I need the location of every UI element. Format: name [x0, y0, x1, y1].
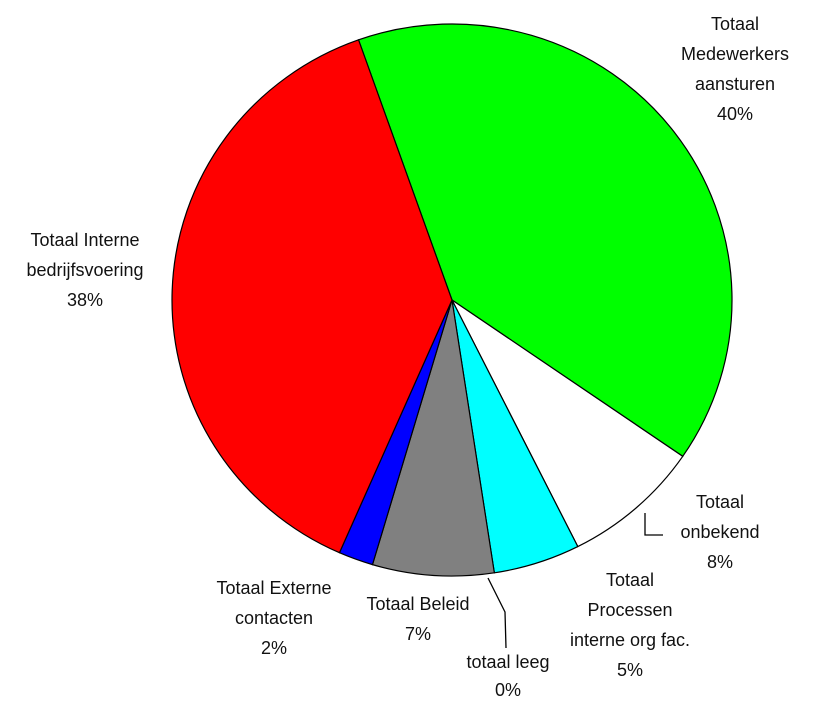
slice-label-line: Medewerkers	[681, 44, 789, 64]
slice-label-line: 5%	[617, 660, 643, 680]
leader-line-totaal-onbekend	[644, 513, 663, 536]
slice-label-line: 38%	[67, 290, 103, 310]
slice-label-totaal-interne-bedrijfsvoering: Totaal Interne bedrijfsvoering 38%	[26, 230, 143, 310]
slice-label-totaal-medewerkers-aansturen: Totaal Medewerkers aansturen 40%	[681, 14, 789, 124]
slice-label-line: Totaal	[606, 570, 654, 590]
slice-label-line: Processen	[587, 600, 672, 620]
slice-label-line: Totaal Interne	[30, 230, 139, 250]
leader-lines	[487, 513, 663, 649]
slice-label-line: 7%	[405, 624, 431, 644]
slice-label-line: Totaal Externe	[216, 578, 331, 598]
slice-labels: Totaal Medewerkers aansturen 40% Totaal onbek…	[26, 14, 789, 700]
slice-label-line: contacten	[235, 608, 313, 628]
slice-label-line: 2%	[261, 638, 287, 658]
slice-label-line: aansturen	[695, 74, 775, 94]
pie-slice-totaal-beleid	[371, 299, 496, 577]
pie-slice-totaal-medewerkers-aansturen	[357, 23, 733, 458]
leader-line-totaal-leeg	[487, 577, 507, 649]
pie-slice-totaal-onbekend	[451, 299, 684, 548]
slice-label-line: bedrijfsvoering	[26, 260, 143, 280]
slice-label-line: Totaal	[696, 492, 744, 512]
slice-label-line: 8%	[707, 552, 733, 572]
pie-slice-totaal-interne-bedrijfsvoering	[171, 39, 453, 554]
slice-label-line: 40%	[717, 104, 753, 124]
slice-label-totaal-onbekend: Totaal onbekend 8%	[680, 492, 759, 572]
slice-label-totaal-externe-contacten: Totaal Externe contacten 2%	[216, 578, 331, 658]
slice-label-line: onbekend	[680, 522, 759, 542]
slice-label-line: totaal leeg	[466, 652, 549, 672]
slice-label-totaal-processen-interne-org-fac: Totaal Processen interne org fac. 5%	[570, 570, 690, 680]
slice-label-line: Totaal Beleid	[366, 594, 469, 614]
slice-label-line: Totaal	[711, 14, 759, 34]
pie-slices	[171, 23, 733, 577]
slice-label-totaal-beleid: Totaal Beleid 7%	[366, 594, 469, 644]
slice-label-line: 0%	[495, 680, 521, 700]
slice-label-line: interne org fac.	[570, 630, 690, 650]
slice-label-totaal-leeg: totaal leeg 0%	[466, 652, 549, 700]
